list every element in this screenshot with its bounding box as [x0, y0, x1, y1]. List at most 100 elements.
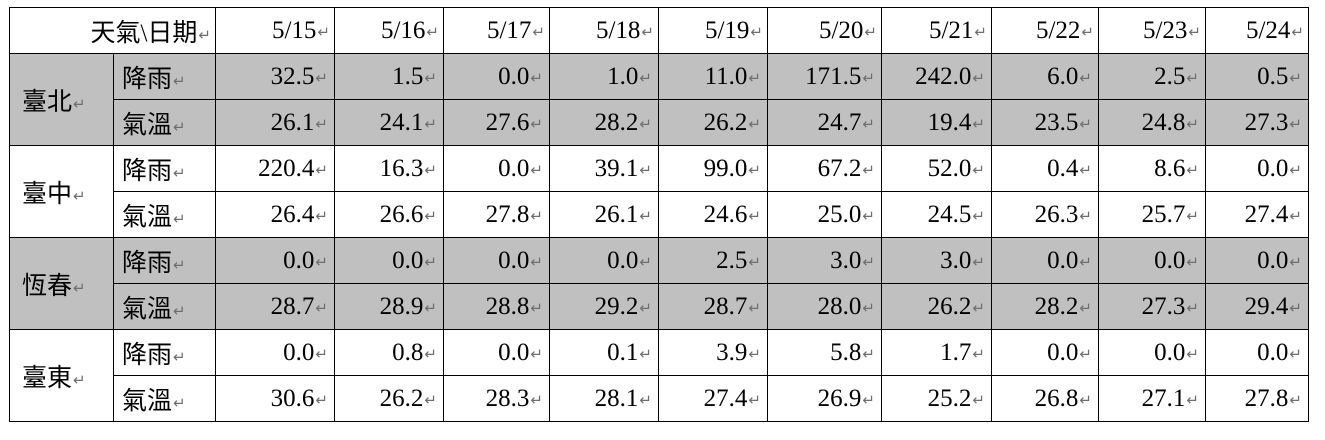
return-mark: ↵ [748, 298, 761, 317]
rainfall-cell: 5.8↵ [767, 329, 882, 376]
table-row-temp: 氣溫↵ 26.4↵ 26.6↵ 27.8↵ 26.1↵ 24.6↵ 25.0↵ 24.5↵ 26… [10, 191, 1309, 238]
cell-value: 0.0 [283, 246, 315, 274]
return-mark: ↵ [1291, 22, 1304, 41]
metric-label-cell: 氣溫↵ [113, 283, 216, 330]
date-header-cell: 5/22↵ [991, 7, 1099, 54]
return-mark: ↵ [315, 68, 328, 87]
temperature-cell: 30.6↵ [215, 375, 335, 422]
cell-value: 26.2 [703, 108, 748, 136]
cell-value: 0.0 [607, 246, 639, 274]
return-mark: ↵ [1186, 114, 1199, 133]
date-label: 5/24 [1245, 16, 1291, 44]
cell-value: 29.2 [594, 292, 639, 320]
temperature-cell: 26.6↵ [334, 191, 444, 238]
cell-value: 171.5 [805, 62, 862, 90]
return-mark: ↵ [639, 344, 652, 363]
cell-value: 26.3 [1034, 200, 1079, 228]
rainfall-cell: 3.9↵ [658, 329, 768, 376]
rainfall-cell: 0.0↵ [443, 329, 550, 376]
return-mark: ↵ [315, 114, 328, 133]
city-name-cell: 臺中↵ [9, 145, 114, 238]
cell-value: 0.0 [1257, 246, 1289, 274]
return-mark: ↵ [639, 298, 652, 317]
table-row-temp: 氣溫↵ 28.7↵ 28.9↵ 28.8↵ 29.2↵ 28.7↵ 28.0↵ 26.2↵ 28… [10, 283, 1309, 330]
cell-value: 26.2 [927, 292, 972, 320]
table-body: 臺北↵ 降雨↵ 32.5↵ 1.5↵ 0.0↵ 1.0↵ 11.0↵ 171.5↵ 242.0↵… [9, 53, 1309, 422]
return-mark: ↵ [530, 114, 543, 133]
cell-value: 1.7 [940, 338, 972, 366]
metric-label-cell: 降雨↵ [113, 145, 216, 192]
cell-value: 26.8 [1034, 384, 1079, 412]
temperature-cell: 23.5↵ [991, 99, 1099, 146]
cell-value: 27.8 [1244, 384, 1289, 412]
cell-value: 0.0 [1154, 246, 1186, 274]
return-mark: ↵ [173, 71, 186, 90]
city-name-cell: 臺東↵ [9, 329, 114, 422]
return-mark: ↵ [1081, 22, 1094, 41]
table-row-rain: 臺北↵ 降雨↵ 32.5↵ 1.5↵ 0.0↵ 1.0↵ 11.0↵ 171.5↵ 242.0↵… [9, 53, 1309, 146]
cell-value: 28.8 [485, 292, 530, 320]
return-mark: ↵ [641, 22, 654, 41]
return-mark: ↵ [73, 370, 86, 389]
return-mark: ↵ [1289, 390, 1302, 409]
date-label: 5/20 [818, 16, 864, 44]
return-mark: ↵ [1289, 114, 1302, 133]
metric-label-cell: 氣溫↵ [113, 191, 216, 238]
temperature-cell: 27.1↵ [1098, 375, 1206, 422]
return-mark: ↵ [862, 160, 875, 179]
return-mark: ↵ [972, 114, 985, 133]
return-mark: ↵ [315, 206, 328, 225]
weather-table: 天氣\日期↵ 5/15↵ 5/16↵ 5/17↵ 5/18↵ 5/19↵ 5/2… [9, 7, 1309, 422]
return-mark: ↵ [748, 344, 761, 363]
temperature-cell: 26.2↵ [881, 283, 992, 330]
return-mark: ↵ [424, 298, 437, 317]
cell-value: 27.6 [485, 108, 530, 136]
cell-value: 28.0 [817, 292, 862, 320]
rainfall-cell: 1.7↵ [881, 329, 992, 376]
rainfall-cell: 16.3↵ [334, 145, 444, 192]
cell-value: 26.1 [270, 108, 315, 136]
return-mark: ↵ [748, 390, 761, 409]
rainfall-cell: 0.0↵ [1205, 329, 1309, 376]
return-mark: ↵ [315, 344, 328, 363]
return-mark: ↵ [1289, 206, 1302, 225]
temperature-cell: 27.6↵ [443, 99, 550, 146]
cell-value: 24.5 [927, 200, 972, 228]
rainfall-cell: 0.0↵ [1205, 145, 1309, 192]
return-mark: ↵ [1079, 298, 1092, 317]
city-name: 臺中 [22, 180, 73, 208]
return-mark: ↵ [173, 301, 186, 320]
temperature-cell: 26.3↵ [991, 191, 1099, 238]
cell-value: 27.4 [1244, 200, 1289, 228]
date-header-cell: 5/18↵ [549, 7, 659, 54]
return-mark: ↵ [424, 390, 437, 409]
cell-value: 28.7 [270, 292, 315, 320]
cell-value: 3.9 [716, 338, 748, 366]
return-mark: ↵ [315, 390, 328, 409]
return-mark: ↵ [315, 160, 328, 179]
rainfall-cell: 52.0↵ [881, 145, 992, 192]
cell-value: 1.0 [607, 62, 639, 90]
cell-value: 28.9 [379, 292, 424, 320]
return-mark: ↵ [750, 22, 763, 41]
cell-value: 3.0 [940, 246, 972, 274]
return-mark: ↵ [424, 206, 437, 225]
cell-value: 99.0 [703, 154, 748, 182]
temperature-cell: 24.6↵ [658, 191, 768, 238]
cell-value: 28.2 [1034, 292, 1079, 320]
metric-label: 氣溫 [122, 203, 173, 231]
metric-label-cell: 氣溫↵ [113, 99, 216, 146]
cell-value: 0.5 [1257, 62, 1289, 90]
return-mark: ↵ [639, 114, 652, 133]
return-mark: ↵ [862, 68, 875, 87]
temperature-cell: 26.1↵ [215, 99, 335, 146]
cell-value: 29.4 [1244, 292, 1289, 320]
rainfall-cell: 0.0↵ [443, 53, 550, 100]
temperature-cell: 26.2↵ [658, 99, 768, 146]
rainfall-cell: 8.6↵ [1098, 145, 1206, 192]
temperature-cell: 26.8↵ [991, 375, 1099, 422]
cell-value: 0.0 [1154, 338, 1186, 366]
return-mark: ↵ [424, 344, 437, 363]
return-mark: ↵ [864, 22, 877, 41]
date-header-cell: 5/16↵ [334, 7, 444, 54]
